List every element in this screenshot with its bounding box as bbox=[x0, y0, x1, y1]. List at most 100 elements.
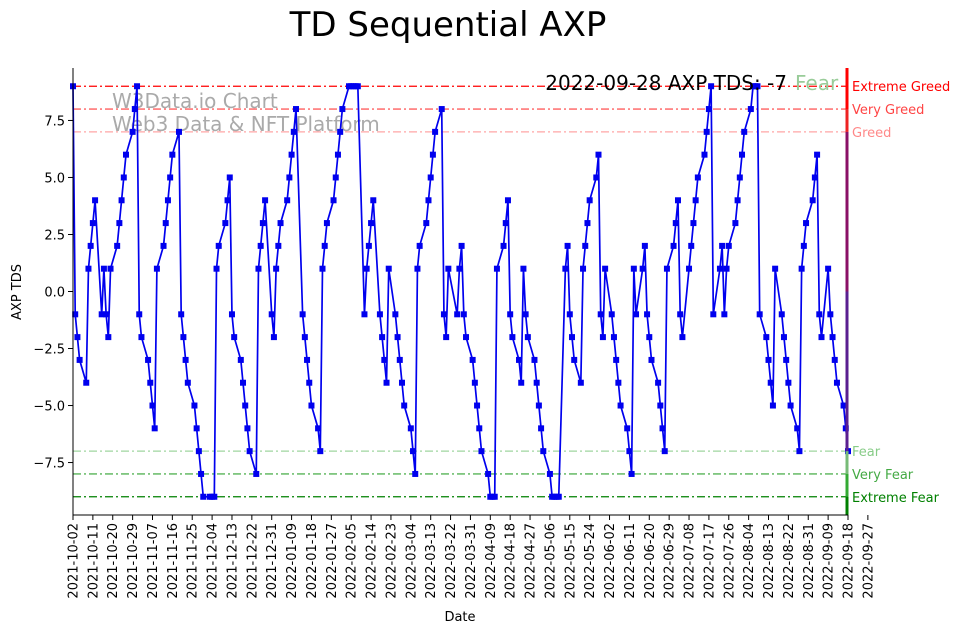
data-point bbox=[182, 356, 189, 363]
data-point bbox=[191, 402, 198, 409]
data-point bbox=[725, 242, 732, 249]
data-point bbox=[361, 311, 368, 318]
data-point bbox=[538, 425, 545, 432]
data-point bbox=[571, 356, 578, 363]
data-point bbox=[577, 379, 584, 386]
data-point bbox=[794, 425, 801, 432]
data-point bbox=[443, 334, 450, 341]
x-ticks: 2021-10-02 2021-10-11 2021-10-20 2021-10-29… bbox=[67, 515, 876, 599]
x-tick-label: 2022-06-02 bbox=[603, 523, 618, 599]
data-point bbox=[87, 242, 94, 249]
data-point bbox=[644, 311, 651, 318]
data-point bbox=[615, 379, 622, 386]
x-tick-label: 2022-06-11 bbox=[623, 523, 638, 599]
data-point bbox=[593, 174, 600, 181]
data-point bbox=[195, 448, 202, 455]
data-point bbox=[763, 334, 770, 341]
x-tick-label: 2022-03-31 bbox=[464, 523, 479, 599]
data-point bbox=[657, 402, 664, 409]
x-tick-label: 2021-10-11 bbox=[86, 523, 101, 599]
data-point bbox=[147, 379, 154, 386]
data-point bbox=[114, 242, 121, 249]
data-point bbox=[694, 174, 701, 181]
data-point bbox=[222, 220, 229, 227]
data-point bbox=[701, 151, 708, 158]
x-tick-label: 2022-04-09 bbox=[484, 523, 499, 599]
data-point bbox=[319, 265, 326, 272]
data-point bbox=[469, 356, 476, 363]
data-point bbox=[122, 151, 129, 158]
status-label: Fear bbox=[795, 71, 839, 95]
x-tick-label: 2022-08-22 bbox=[782, 523, 797, 599]
data-point bbox=[809, 197, 816, 204]
data-point bbox=[162, 220, 169, 227]
data-point bbox=[339, 106, 346, 113]
data-point bbox=[440, 311, 447, 318]
data-point bbox=[524, 334, 531, 341]
data-point bbox=[533, 379, 540, 386]
data-point bbox=[663, 265, 670, 272]
data-point bbox=[136, 311, 143, 318]
data-point bbox=[765, 356, 772, 363]
data-point bbox=[825, 265, 832, 272]
data-point bbox=[674, 197, 681, 204]
data-point bbox=[721, 311, 728, 318]
status-readout: 2022-09-28 AXP TDS: -7 Fear bbox=[545, 71, 839, 95]
x-tick-label: 2022-09-27 bbox=[861, 523, 876, 599]
data-point bbox=[769, 402, 776, 409]
x-tick-label: 2022-03-04 bbox=[404, 523, 419, 599]
data-point bbox=[569, 334, 576, 341]
data-point bbox=[354, 83, 361, 90]
data-point bbox=[747, 106, 754, 113]
x-tick-label: 2022-02-23 bbox=[384, 523, 399, 599]
x-tick-label: 2021-10-02 bbox=[67, 523, 82, 599]
data-point bbox=[323, 220, 330, 227]
data-point bbox=[677, 311, 684, 318]
data-point bbox=[160, 242, 167, 249]
x-tick-label: 2022-01-09 bbox=[285, 523, 300, 599]
data-point bbox=[107, 265, 114, 272]
data-point bbox=[460, 311, 467, 318]
data-point bbox=[520, 265, 527, 272]
data-point bbox=[396, 356, 403, 363]
data-point bbox=[262, 197, 269, 204]
data-point bbox=[423, 220, 430, 227]
data-point bbox=[383, 379, 390, 386]
data-point bbox=[522, 311, 529, 318]
x-tick-label: 2022-02-14 bbox=[365, 523, 380, 599]
data-point bbox=[299, 311, 306, 318]
data-point bbox=[315, 425, 322, 432]
data-point bbox=[151, 425, 158, 432]
x-tick-label: 2022-01-27 bbox=[325, 523, 340, 599]
data-point bbox=[564, 242, 571, 249]
data-point bbox=[566, 311, 573, 318]
x-tick-label: 2022-08-31 bbox=[802, 523, 817, 599]
x-tick-label: 2022-08-04 bbox=[742, 523, 757, 599]
chart-title: TD Sequential AXP bbox=[289, 5, 607, 45]
data-point bbox=[599, 334, 606, 341]
level-label: Fear bbox=[852, 445, 881, 460]
data-point bbox=[535, 402, 542, 409]
data-point bbox=[772, 265, 779, 272]
data-point bbox=[626, 448, 633, 455]
data-point bbox=[584, 220, 591, 227]
x-tick-label: 2022-05-06 bbox=[543, 523, 558, 599]
data-point bbox=[385, 265, 392, 272]
data-point bbox=[198, 470, 205, 477]
data-point bbox=[648, 356, 655, 363]
data-point bbox=[546, 470, 553, 477]
data-point bbox=[330, 197, 337, 204]
x-tick-label: 2022-08-13 bbox=[762, 523, 777, 599]
data-point bbox=[74, 334, 81, 341]
data-point bbox=[118, 197, 125, 204]
data-point bbox=[224, 197, 231, 204]
x-tick-label: 2022-01-18 bbox=[305, 523, 320, 599]
data-point bbox=[734, 197, 741, 204]
data-point bbox=[633, 311, 640, 318]
data-point bbox=[493, 265, 500, 272]
x-tick-label: 2021-10-29 bbox=[126, 523, 141, 599]
y-tick-label: 7.5 bbox=[44, 114, 65, 129]
data-point bbox=[153, 265, 160, 272]
data-point bbox=[798, 265, 805, 272]
data-point bbox=[120, 174, 127, 181]
